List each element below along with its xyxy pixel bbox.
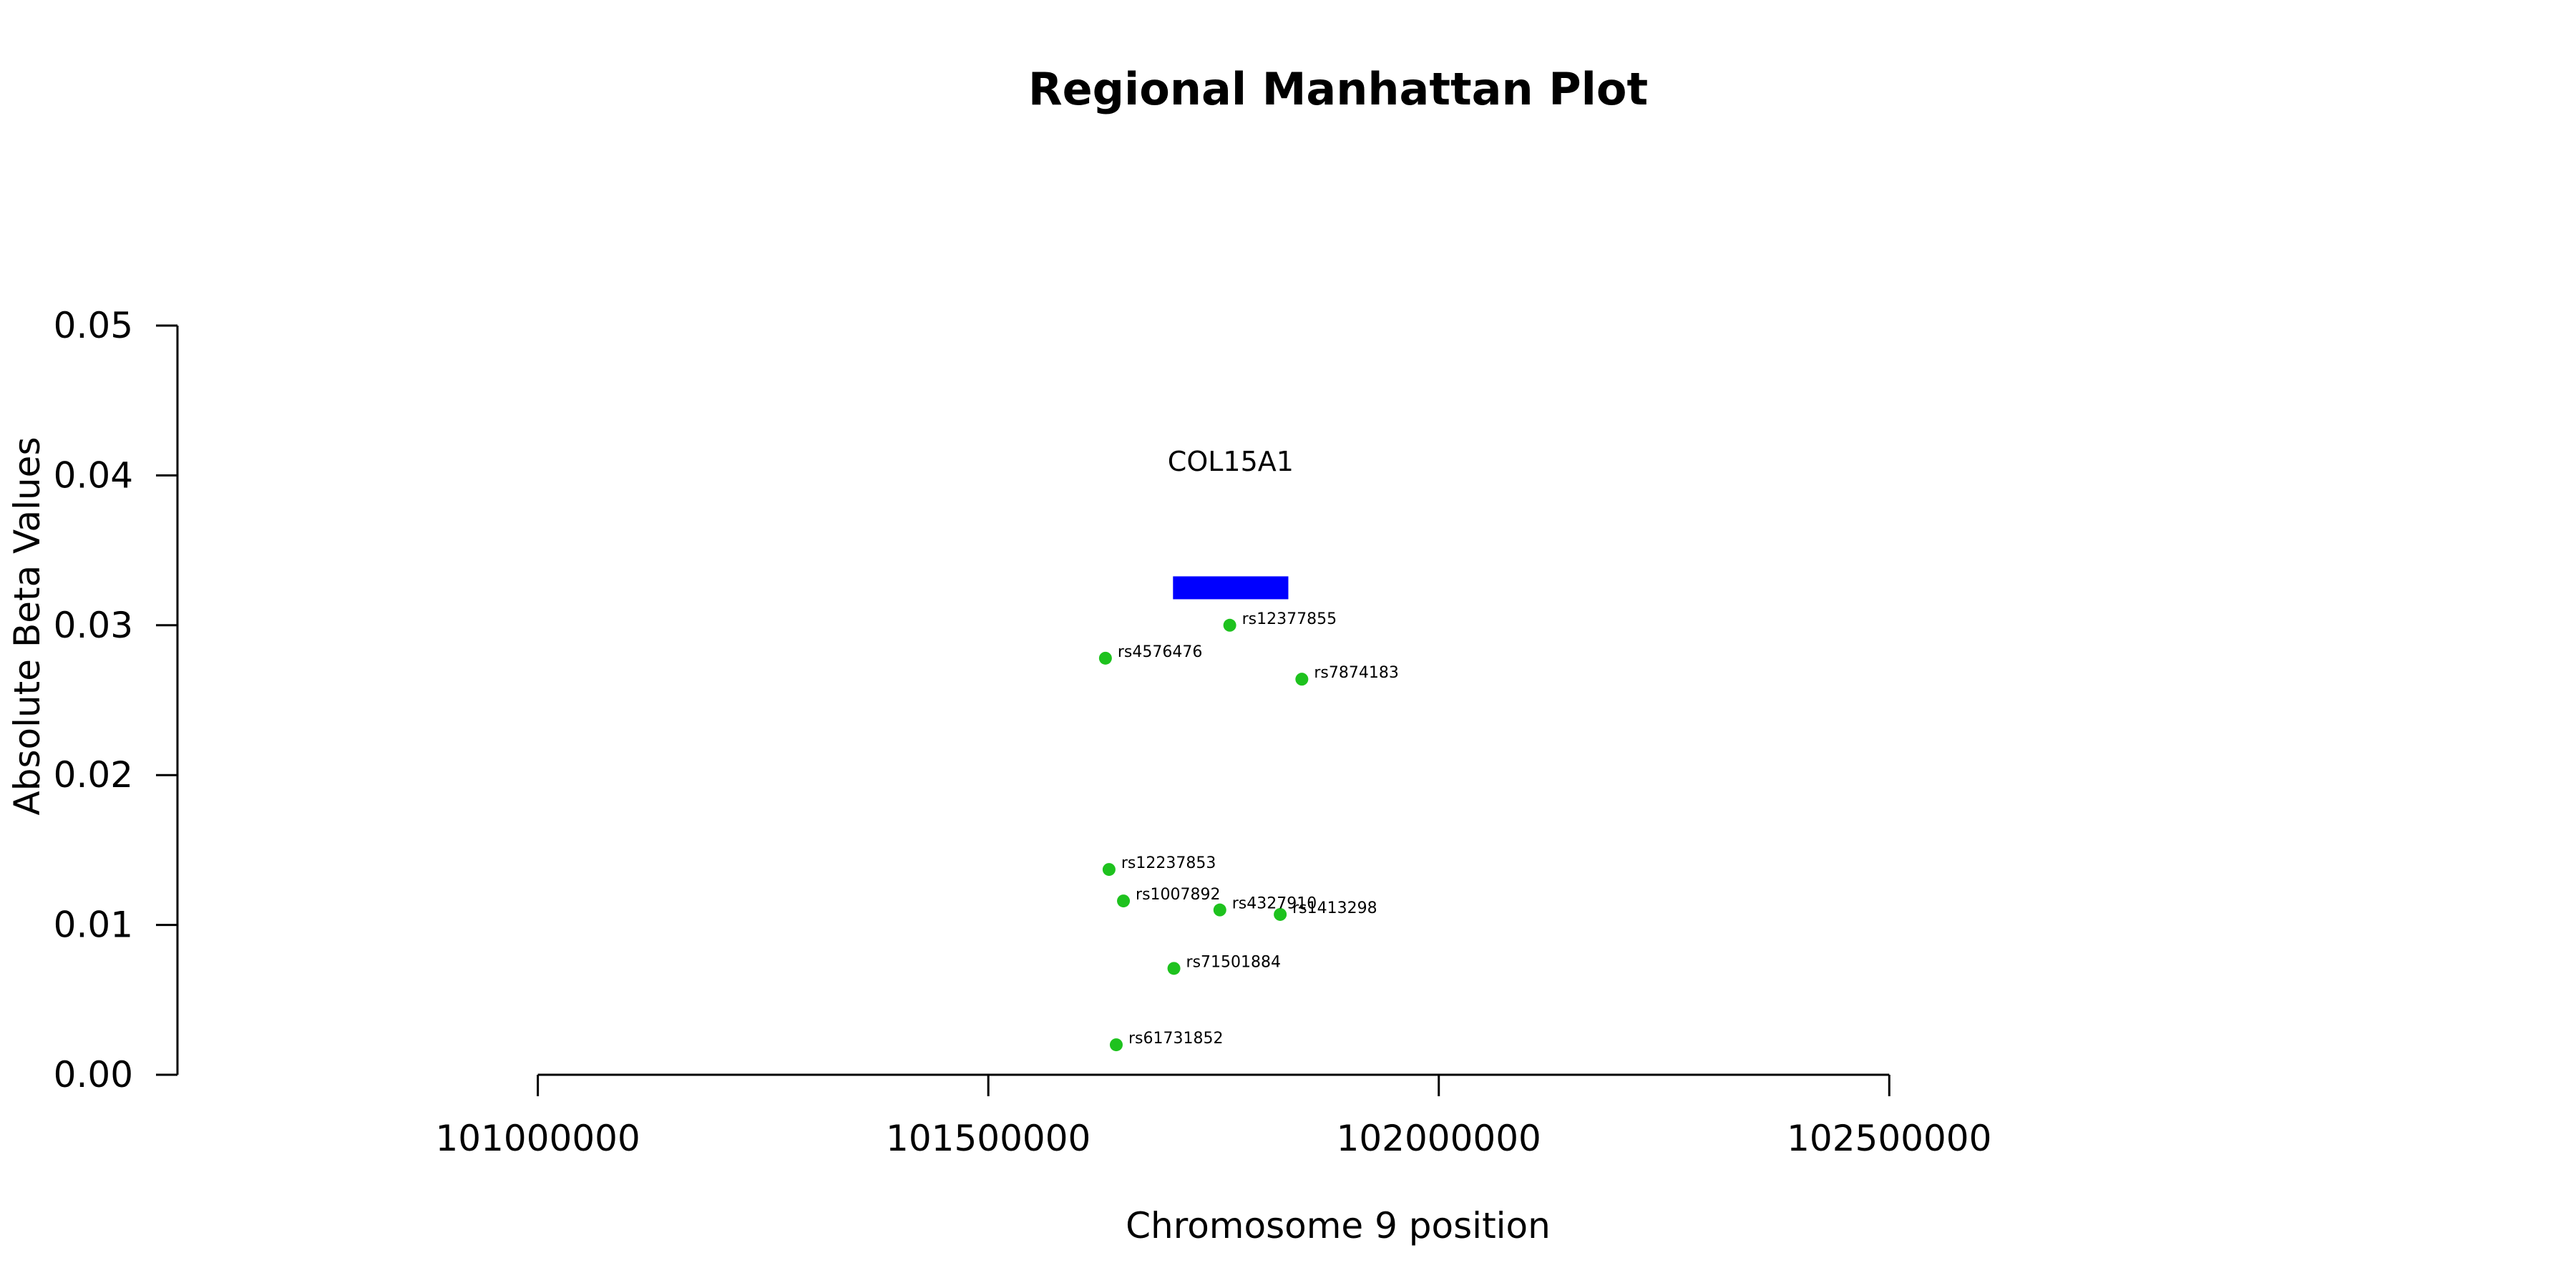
- data-point-label: rs71501884: [1186, 953, 1281, 971]
- y-tick-label: 0.03: [54, 605, 133, 646]
- data-point: [1295, 673, 1309, 686]
- gene-bar: [1173, 576, 1289, 600]
- x-tick-label: 102000000: [1337, 1118, 1541, 1159]
- gene-label: COL15A1: [1168, 446, 1294, 477]
- data-point-label: rs4576476: [1118, 643, 1203, 661]
- x-tick-label: 102500000: [1787, 1118, 1991, 1159]
- data-point-label: rs12237853: [1121, 854, 1216, 872]
- data-point: [1109, 1038, 1123, 1052]
- y-axis-label: Absolute Beta Values: [6, 437, 48, 816]
- y-tick-label: 0.02: [54, 754, 133, 796]
- data-point: [1167, 962, 1181, 975]
- data-point-label: rs61731852: [1128, 1030, 1223, 1048]
- x-tick-label: 101000000: [435, 1118, 640, 1159]
- y-tick-label: 0.01: [54, 904, 133, 946]
- chart-title: Regional Manhattan Plot: [1028, 63, 1648, 115]
- y-axis: 0.00 0.01 0.02 0.03 0.04 0.05: [54, 305, 179, 1096]
- data-point: [1098, 651, 1112, 665]
- data-point-label: rs1007892: [1136, 886, 1221, 904]
- data-point: [1117, 894, 1131, 908]
- x-axis: 101000000 101500000 102000000 102500000: [435, 1073, 1991, 1159]
- y-tick-label: 0.00: [54, 1054, 133, 1096]
- data-point-label: rs1413298: [1292, 899, 1377, 917]
- data-point: [1223, 618, 1236, 632]
- gene-track: COL15A1: [1168, 446, 1294, 600]
- x-axis-label: Chromosome 9 position: [1126, 1205, 1551, 1246]
- data-points: [1098, 618, 1309, 1052]
- data-point: [1274, 907, 1287, 921]
- data-point: [1213, 903, 1226, 917]
- data-point-label: rs4327910: [1232, 895, 1317, 913]
- y-tick-label: 0.05: [54, 305, 133, 346]
- data-point: [1102, 863, 1116, 877]
- y-tick-label: 0.04: [54, 454, 133, 496]
- data-point-label: rs7874183: [1314, 664, 1399, 682]
- data-point-label: rs12377855: [1242, 610, 1337, 628]
- x-tick-label: 101500000: [886, 1118, 1091, 1159]
- data-point-labels: rs12377855 rs4576476 rs7874183 rs12237853 rs…: [1118, 610, 1399, 1048]
